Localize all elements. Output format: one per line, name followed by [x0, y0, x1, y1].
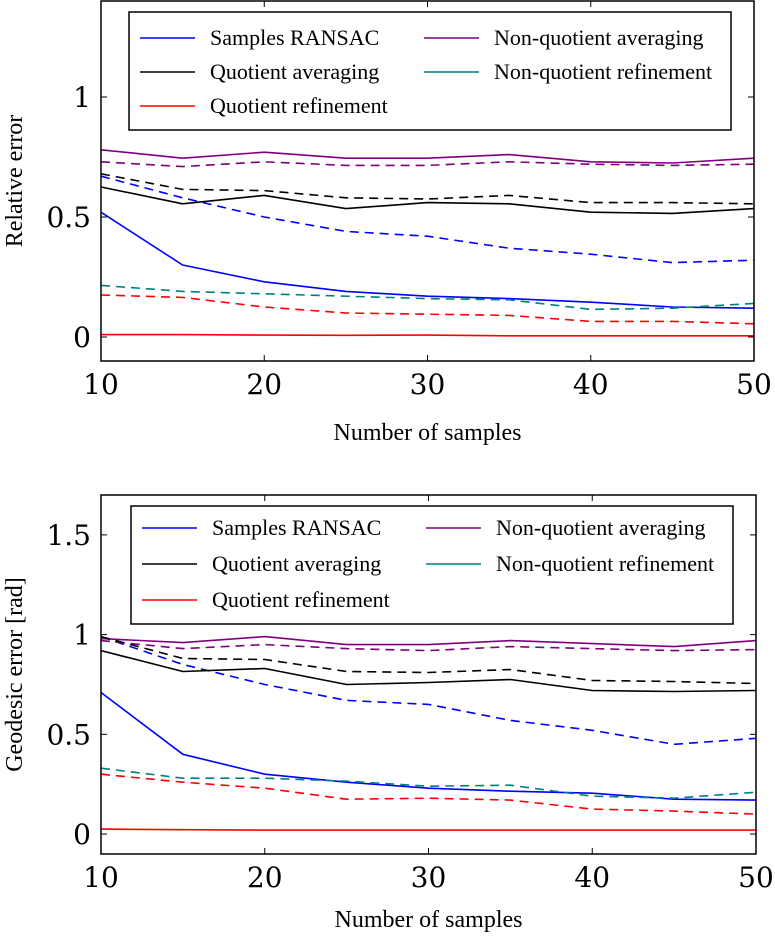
legend-label-non-quotient-refinement: Non-quotient refinement: [496, 551, 714, 576]
legend-label-samples-ransac: Samples RANSAC: [212, 515, 381, 540]
y-tick-label: 0: [73, 818, 91, 851]
x-axis-label: Number of samples: [334, 420, 522, 446]
x-tick-label: 40: [573, 368, 609, 401]
legend-box: [130, 505, 734, 625]
y-tick-label: 0: [73, 321, 91, 354]
y-tick-label: 1: [73, 619, 91, 652]
series-line-quotient-averaging-solid: [100, 186, 755, 215]
y-axis-label: Relative error: [2, 115, 28, 248]
x-tick-label: 10: [83, 861, 119, 894]
series-line-non-quotient-averaging-solid: [100, 635, 757, 648]
legend-box: [128, 11, 732, 131]
legend-label-quotient-averaging: Quotient averaging: [210, 59, 379, 84]
legend-label-non-quotient-refinement: Non-quotient refinement: [494, 59, 712, 84]
series-lines: [100, 149, 755, 337]
series-line-non-quotient-refinement-dashed: [100, 767, 757, 800]
series-line-quotient-refinement-dashed: [100, 294, 755, 325]
y-tick-label: 0.5: [46, 201, 91, 234]
legend-label-non-quotient-averaging: Non-quotient averaging: [494, 25, 704, 50]
legend-label-quotient-refinement: Quotient refinement: [210, 93, 388, 118]
legend-label-quotient-averaging: Quotient averaging: [212, 551, 381, 576]
x-tick-label: 30: [411, 861, 447, 894]
series-line-quotient-refinement-dashed: [100, 773, 757, 815]
series-line-quotient-averaging-solid: [100, 649, 757, 693]
series-line-samples-ransac-dashed: [100, 175, 755, 264]
legend-label-non-quotient-averaging: Non-quotient averaging: [496, 515, 706, 540]
x-tick-label: 30: [410, 368, 446, 401]
series-line-samples-ransac-dashed: [100, 635, 757, 746]
x-tick-label: 40: [574, 861, 610, 894]
series-lines: [100, 635, 757, 831]
series-line-non-quotient-averaging-dashed: [100, 161, 755, 168]
series-line-quotient-refinement-solid: [100, 828, 756, 831]
series-line-non-quotient-averaging-dashed: [100, 639, 757, 652]
legend-label-samples-ransac: Samples RANSAC: [210, 25, 379, 50]
x-tick-label: 50: [736, 368, 772, 401]
series-line-quotient-averaging-dashed: [100, 635, 757, 685]
legend: Samples RANSAC Non-quotient averaging Quot…: [128, 11, 732, 131]
series-line-quotient-averaging-dashed: [100, 173, 755, 205]
x-axis-label: Number of samples: [335, 907, 523, 933]
series-line-samples-ransac-solid: [100, 211, 755, 309]
chart-2: 10 20 30 40 50 0 0.5 1 1.5 Number of samples Geode…: [2, 494, 774, 933]
series-line-quotient-refinement-solid: [101, 333, 754, 337]
y-tick-label: 0.5: [46, 718, 91, 751]
x-tick-label: 20: [247, 861, 283, 894]
y-axis-label: Geodesic error [rad]: [2, 577, 28, 772]
chart-1: 10 20 30 40 50 0 0.5 1 Number of samples Relative…: [2, 0, 772, 446]
legend: Samples RANSAC Non-quotient averaging Quot…: [130, 505, 734, 625]
x-tick-label: 20: [246, 368, 282, 401]
series-line-non-quotient-refinement-dashed: [100, 284, 755, 311]
y-tick-label: 1: [73, 81, 91, 114]
x-tick-label: 50: [738, 861, 774, 894]
legend-label-quotient-refinement: Quotient refinement: [212, 587, 390, 612]
x-tick-label: 10: [83, 368, 119, 401]
series-line-non-quotient-averaging-solid: [100, 149, 755, 164]
y-tick-label: 1.5: [46, 519, 91, 552]
